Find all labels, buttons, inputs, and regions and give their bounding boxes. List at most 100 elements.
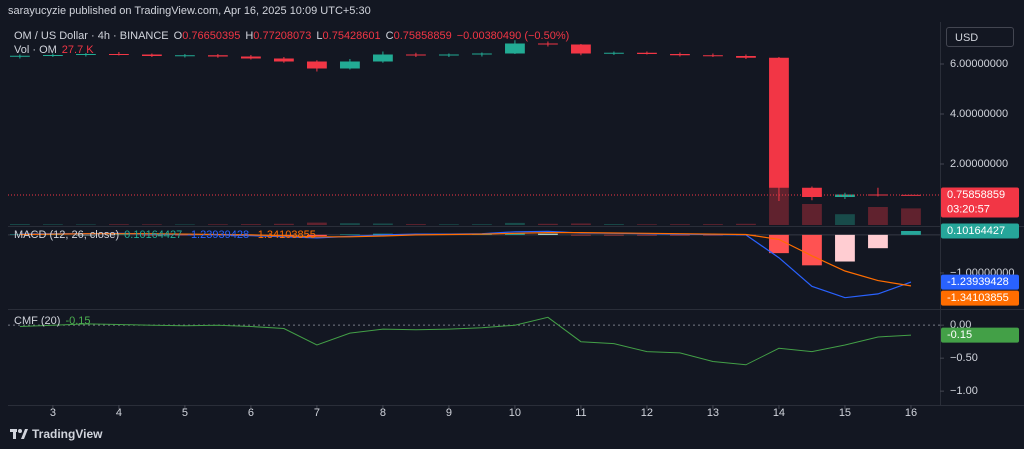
x-tick-label: 10	[509, 407, 521, 419]
ohlc: L0.75428601	[316, 30, 380, 42]
ohlc-letter: C	[385, 30, 394, 42]
value-badge	[941, 327, 1019, 343]
x-tick-label: 5	[182, 407, 188, 419]
histogram-bar	[835, 234, 855, 262]
candle-body	[571, 44, 591, 54]
volume-legend: Vol · OM 27.7 K	[14, 44, 94, 56]
candle-body	[670, 54, 690, 56]
symbol-title: OM / US Dollar · 4h · BINANCE	[14, 30, 169, 42]
candle-body	[703, 55, 723, 57]
volume-bar	[439, 224, 459, 225]
candle-body	[604, 52, 624, 54]
volume-bar	[736, 223, 756, 225]
footer: TradingView	[10, 427, 102, 441]
x-tick-label: 4	[116, 407, 122, 419]
volume-bar	[637, 224, 657, 225]
ohlc-letter: L	[316, 30, 323, 42]
volume-bar	[141, 224, 162, 225]
x-tick-label: 11	[575, 407, 586, 419]
volume-bar	[670, 224, 690, 225]
candle-body	[637, 52, 657, 54]
price-legend: OM / US Dollar · 4h · BINANCE O0.7665039…	[14, 30, 569, 42]
histogram-bar	[9, 234, 30, 235]
histogram-bar	[868, 234, 888, 249]
series-line	[19, 316, 912, 366]
ohlc-value: 0.75858859	[393, 30, 452, 42]
histogram-bar	[670, 234, 690, 236]
histogram-bar	[604, 234, 624, 236]
currency-button[interactable]: USD	[946, 27, 1014, 47]
volume-bar	[75, 224, 96, 225]
candle-body	[472, 53, 492, 55]
candle-body	[439, 54, 459, 56]
volume-bar	[207, 224, 228, 225]
volume-bar	[835, 214, 855, 225]
volume-bar	[42, 224, 63, 225]
volume-bar	[174, 224, 195, 225]
macd-value: -1.23939428	[187, 229, 250, 241]
candle-body	[406, 54, 426, 56]
candle-body	[108, 54, 129, 55]
cmf-value: -0.15	[65, 315, 91, 327]
y-tick-label: 6.00000000	[950, 58, 1008, 70]
y-tick-label: −1.00	[950, 385, 978, 397]
volume-bar	[571, 223, 591, 225]
volume-bar	[9, 224, 30, 225]
volume-bar	[472, 224, 492, 225]
candle-body	[538, 43, 558, 45]
volume-bar	[274, 223, 294, 225]
x-tick-label: 15	[839, 407, 851, 419]
macd-legend: MACD (12, 26, close) 0.10164427 -1.23939…	[14, 229, 316, 241]
countdown-label: 03:20:57	[947, 203, 990, 215]
histogram-bar	[538, 233, 558, 235]
candle-body	[307, 61, 327, 69]
histogram-bar	[571, 234, 591, 236]
ohlc: O0.76650395	[174, 30, 241, 42]
ohlc: H0.77208073	[245, 30, 311, 42]
cmf-title: CMF (20)	[14, 315, 61, 327]
candle-body	[174, 55, 195, 57]
candle-body	[868, 194, 888, 196]
y-tick-label: 2.00000000	[950, 158, 1008, 170]
candle-body	[373, 54, 393, 62]
series-line	[19, 232, 912, 287]
ohlc-letter: H	[245, 30, 254, 42]
candle-body	[340, 61, 360, 69]
histogram-bar	[373, 233, 393, 235]
volume-bar	[538, 223, 558, 225]
x-tick-label: 14	[773, 407, 785, 419]
macd-title: MACD (12, 26, close)	[14, 229, 120, 241]
value-badge	[941, 187, 1019, 218]
y-tick-label: 4.00000000	[950, 108, 1008, 120]
candle-body	[274, 58, 294, 62]
histogram-bar	[472, 234, 492, 235]
histogram-bar	[42, 234, 63, 235]
value-badge	[941, 223, 1019, 239]
x-tick-label: 9	[446, 407, 452, 419]
volume-bar	[307, 222, 327, 225]
ohlc-value: 0.75428601	[322, 30, 381, 42]
candle-body	[802, 187, 822, 197]
candle-body	[141, 54, 162, 56]
volume-bar	[373, 223, 393, 225]
histogram-bar	[505, 233, 525, 235]
value-badge-label: -1.23939428	[947, 276, 1009, 288]
value-badge	[941, 274, 1019, 290]
logo	[10, 429, 28, 439]
ohlc-value: 0.77208073	[253, 30, 312, 42]
candle-body	[505, 43, 525, 54]
x-tick-label: 7	[314, 407, 320, 419]
volume-bar	[901, 208, 921, 225]
x-tick-label: 8	[380, 407, 386, 419]
ohlc-value: 0.76650395	[182, 30, 241, 42]
value-badge-label: -0.15	[947, 329, 972, 341]
histogram-bar	[75, 234, 96, 236]
candle-body	[207, 55, 228, 57]
histogram-bar	[307, 234, 327, 236]
value-badge-label: 0.10164427	[947, 225, 1005, 237]
candle-body	[769, 57, 789, 188]
volume-bar	[604, 224, 624, 225]
